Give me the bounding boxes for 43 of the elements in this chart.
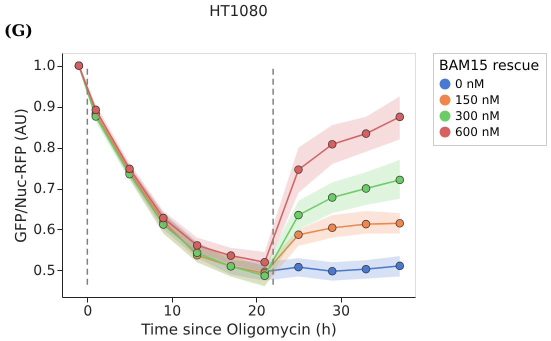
x-tick-label: 30	[332, 304, 350, 320]
point	[260, 271, 269, 280]
point	[294, 210, 303, 220]
point	[159, 214, 168, 222]
point	[396, 112, 404, 122]
point	[396, 219, 404, 228]
point	[328, 224, 336, 232]
chart-title: HT1080	[209, 2, 268, 20]
y-tick-label: 0.6	[33, 222, 56, 238]
point	[362, 129, 370, 138]
point	[294, 165, 303, 174]
point	[328, 266, 336, 276]
point	[396, 176, 404, 184]
y-tick-label: 0.9	[33, 99, 56, 116]
y-axis-title: GFP/Nuc-RFP (AU)	[12, 108, 30, 243]
x-tick-label: 10	[163, 304, 182, 320]
point	[294, 230, 303, 239]
x-tick-label: 0	[83, 304, 92, 320]
point	[362, 264, 370, 274]
point	[92, 106, 100, 114]
x-tick-label: 20	[248, 304, 266, 320]
legend-title: BAM15 rescue	[439, 58, 540, 74]
point	[192, 241, 202, 250]
legend-label: 0 nM	[455, 77, 484, 91]
point	[192, 248, 202, 257]
y-tick-label: 0.8	[33, 140, 56, 156]
point	[362, 184, 370, 193]
point	[226, 251, 236, 260]
point	[396, 262, 404, 270]
point	[328, 193, 336, 202]
text: (G)	[4, 21, 33, 40]
point	[362, 220, 370, 228]
legend-label: 150 nM	[455, 93, 500, 107]
y-tick-label: 0.7	[33, 181, 56, 198]
y-tick-label: 1.0	[33, 58, 56, 74]
legend-label: 600 nM	[455, 125, 500, 139]
y-tick-label: 0.5	[33, 262, 56, 279]
point	[125, 164, 134, 174]
legend-label: 300 nM	[455, 109, 500, 123]
point	[294, 262, 303, 272]
point	[260, 258, 269, 266]
x-axis-title: Time since Oligomycin (h)	[140, 320, 337, 338]
point	[328, 140, 336, 149]
